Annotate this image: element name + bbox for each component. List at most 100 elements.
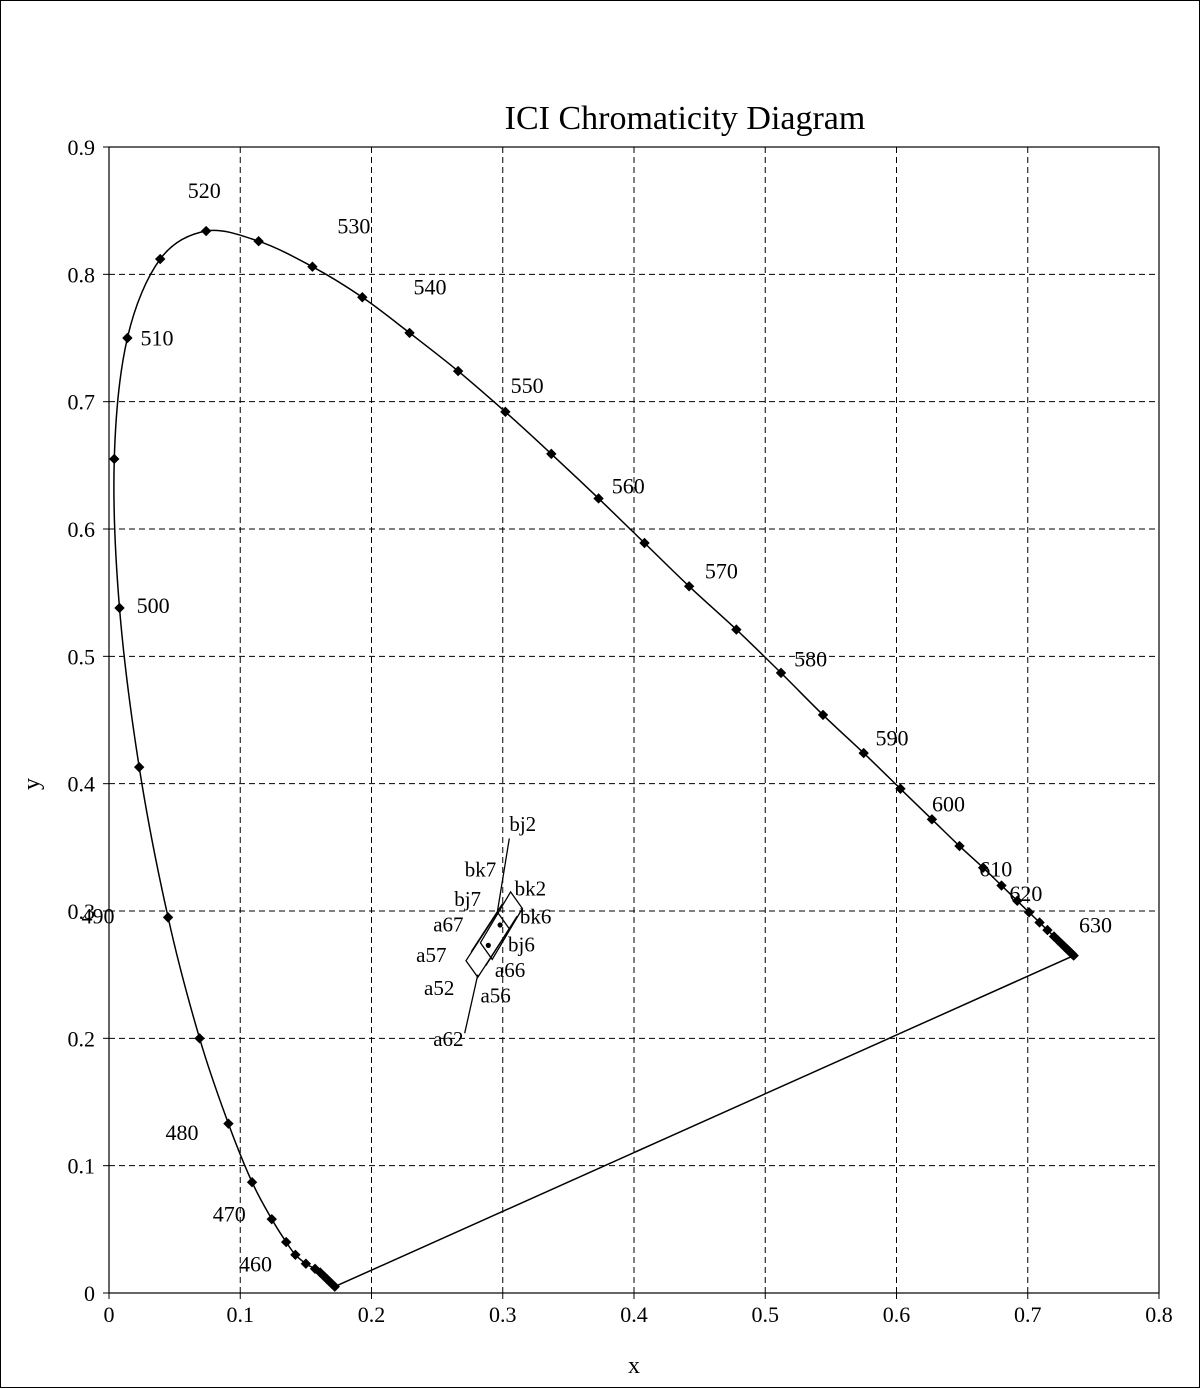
x-tick-label: 0.3 [489,1302,517,1327]
locus-marker [500,406,511,418]
spectral-locus [113,229,1076,1288]
locus-marker [593,493,604,504]
locus-marker [133,761,145,773]
wavelength-label: 530 [337,214,370,239]
locus-marker [546,448,557,460]
locus-marker [977,862,989,873]
marker-label: a62 [433,1027,463,1051]
wavelength-label: 480 [165,1120,198,1145]
locus-marker [357,292,368,303]
locus-marker [194,1033,205,1044]
x-tick-label: 0.4 [620,1302,648,1327]
tolerance-region-b [479,890,524,961]
locus-marker [1042,924,1053,936]
x-tick-label: 0.7 [1014,1302,1042,1327]
x-axis-label: x [628,1353,640,1379]
locus-marker [926,814,938,825]
locus-marker [246,1177,258,1188]
locus-marker [315,1267,326,1278]
y-tick-label: 0 [84,1281,95,1306]
wavelength-label: 630 [1079,913,1112,938]
marker-label: bj7 [454,887,481,911]
marker-label: a52 [424,976,454,1000]
locus-marker [122,332,133,344]
locus-marker [162,912,174,923]
x-tick-label: 0.5 [752,1302,780,1327]
locus-marker [858,747,869,759]
locus-marker [223,1118,234,1129]
locus-marker [114,602,125,614]
locus-marker [253,236,264,247]
wavelength-label: 600 [932,792,965,817]
marker-label: a67 [433,912,463,936]
locus-marker [775,667,787,679]
locus-marker [639,537,650,549]
locus-marker [1012,895,1023,907]
x-tick-label: 0.6 [883,1302,911,1327]
wavelength-label: 590 [876,725,909,750]
locus-markers [109,225,1079,1292]
locus-marker [1023,907,1035,918]
locus-marker [895,783,906,794]
tolerance-ellipses [464,838,524,1034]
leader-line-bj2 [496,838,510,912]
wavelength-label: 550 [511,373,544,398]
wavelength-label: 490 [81,904,114,929]
locus-marker [404,327,415,339]
tolerance-axis-a [470,903,504,953]
marker-label: a57 [416,943,446,967]
wavelength-label: 540 [414,275,447,300]
locus-marker [683,581,695,592]
x-tick-label: 0 [104,1302,115,1327]
y-tick-label: 0.1 [68,1154,96,1179]
marker-label: a66 [495,958,525,982]
marker-label: bk2 [515,877,547,901]
wavelength-labels: 460 470 480 490 500 510 520 530 540 550 560 570 580 5… [81,178,1112,1276]
locus-marker [300,1258,312,1269]
locus-marker [1034,917,1045,928]
wavelength-label: 620 [1009,881,1042,906]
locus-marker [309,1263,321,1275]
locus-marker [1068,950,1079,961]
locus-marker [154,253,166,265]
locus-marker [200,225,212,237]
y-tick-label: 0.8 [68,262,96,287]
y-tick-label: 0.5 [68,644,96,669]
marker-label: a56 [480,984,510,1008]
wavelength-label: 580 [794,647,827,672]
center-point [497,922,503,928]
wavelength-label: 610 [979,857,1012,882]
x-tick-label: 0.2 [358,1302,386,1327]
wavelength-label: 510 [141,326,174,351]
wavelength-label: 460 [239,1251,272,1276]
center-point [485,942,491,948]
y-tick-label: 0.6 [68,517,96,542]
locus-marker [280,1236,292,1248]
locus-marker [817,709,829,721]
y-axis-ticks: 0 0.1 0.2 0.3 0.4 0.5 0.6 0.7 0.8 0.9 [68,135,109,1306]
wavelength-label: 560 [612,473,645,498]
y-tick-label: 0.3 [68,899,96,924]
locus-marker [266,1213,277,1225]
marker-label: bj2 [509,812,536,836]
y-tick-label: 0.7 [68,390,96,415]
wavelength-label: 470 [213,1202,246,1227]
marker-label: bk7 [465,858,497,882]
locus-marker [307,261,318,272]
locus-marker [109,453,120,465]
grid-lines [109,147,1159,1293]
y-tick-label: 0.2 [68,1026,96,1051]
x-tick-label: 0.1 [227,1302,255,1327]
locus-marker [1052,935,1064,946]
tolerance-axis-b [485,915,518,967]
x-axis-ticks: 0 0.1 0.2 0.3 0.4 0.5 0.6 0.7 0.8 [104,1293,1173,1327]
locus-marker [452,365,464,377]
locus-marker [996,880,1007,891]
marker-label: bk6 [520,905,552,929]
y-tick-label: 0.4 [68,772,96,797]
chart-title: ICI Chromaticity Diagram [505,100,866,137]
y-tick-label: 0.9 [68,135,96,160]
